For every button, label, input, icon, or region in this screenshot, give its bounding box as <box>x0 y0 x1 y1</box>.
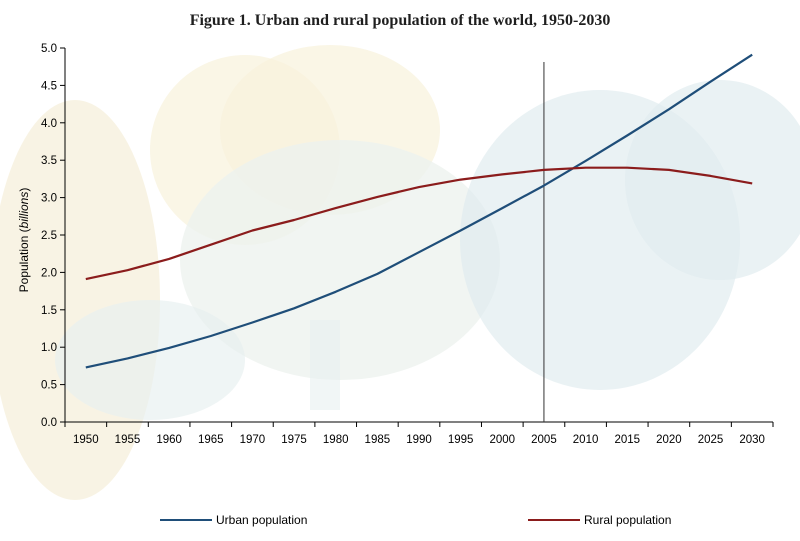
x-tick-label: 1975 <box>281 434 307 446</box>
y-tick-label: 1.0 <box>41 342 57 354</box>
legend-rural-label: Rural population <box>584 513 672 527</box>
y-tick-label: 3.0 <box>41 193 57 205</box>
x-tick-label: 1965 <box>198 434 224 446</box>
x-tick-label: 1960 <box>156 434 182 446</box>
x-tick-labels: 1950 1955 1960 1965 1970 1975 1980 1985 1990 1995… <box>73 434 765 446</box>
y-tick-label: 2.0 <box>41 267 57 279</box>
x-tick-label: 1955 <box>115 434 141 446</box>
y-tick-label: 0.5 <box>41 380 57 392</box>
legend-rural-swatch <box>528 519 580 521</box>
background-trees <box>0 45 800 500</box>
legend-urban-swatch <box>160 519 212 521</box>
y-tick-label: 1.5 <box>41 305 57 317</box>
x-tick-label: 1990 <box>406 434 432 446</box>
x-tick-label: 1995 <box>448 434 474 446</box>
urban-population-line <box>85 53 753 369</box>
x-tick-label: 2025 <box>698 434 724 446</box>
chart-title: Figure 1. Urban and rural population of … <box>189 12 611 29</box>
x-tick-label: 2010 <box>573 434 599 446</box>
x-tick-label: 2000 <box>489 434 515 446</box>
x-tick-label: 1970 <box>240 434 266 446</box>
y-tick-label: 5.0 <box>41 43 57 55</box>
y-tick-label: 4.5 <box>41 80 57 92</box>
x-tick-label: 2005 <box>531 434 557 446</box>
y-tick-label: 4.0 <box>41 118 57 130</box>
axes <box>60 47 774 427</box>
legend-urban-label: Urban population <box>216 513 308 527</box>
legend-rural: Rural population <box>528 512 671 528</box>
x-tick-label: 1950 <box>73 434 99 446</box>
y-tick-label: 3.5 <box>41 155 57 167</box>
y-tick-labels: 0.0 0.5 1.0 1.5 2.0 2.5 3.0 3.5 4.0 4.5 5.0 <box>41 43 57 429</box>
y-tick-label: 0.0 <box>41 417 57 429</box>
rural-population-line <box>85 166 753 281</box>
x-tick-label: 1985 <box>365 434 391 446</box>
x-tick-label: 2020 <box>656 434 682 446</box>
legend-urban: Urban population <box>160 512 307 528</box>
x-tick-label: 2015 <box>614 434 640 446</box>
y-axis-label: Population (billions) <box>17 188 31 293</box>
series-lines <box>85 53 753 369</box>
x-tick-label: 1980 <box>323 434 349 446</box>
x-tick-label: 2030 <box>739 434 765 446</box>
y-tick-label: 2.5 <box>41 230 57 242</box>
